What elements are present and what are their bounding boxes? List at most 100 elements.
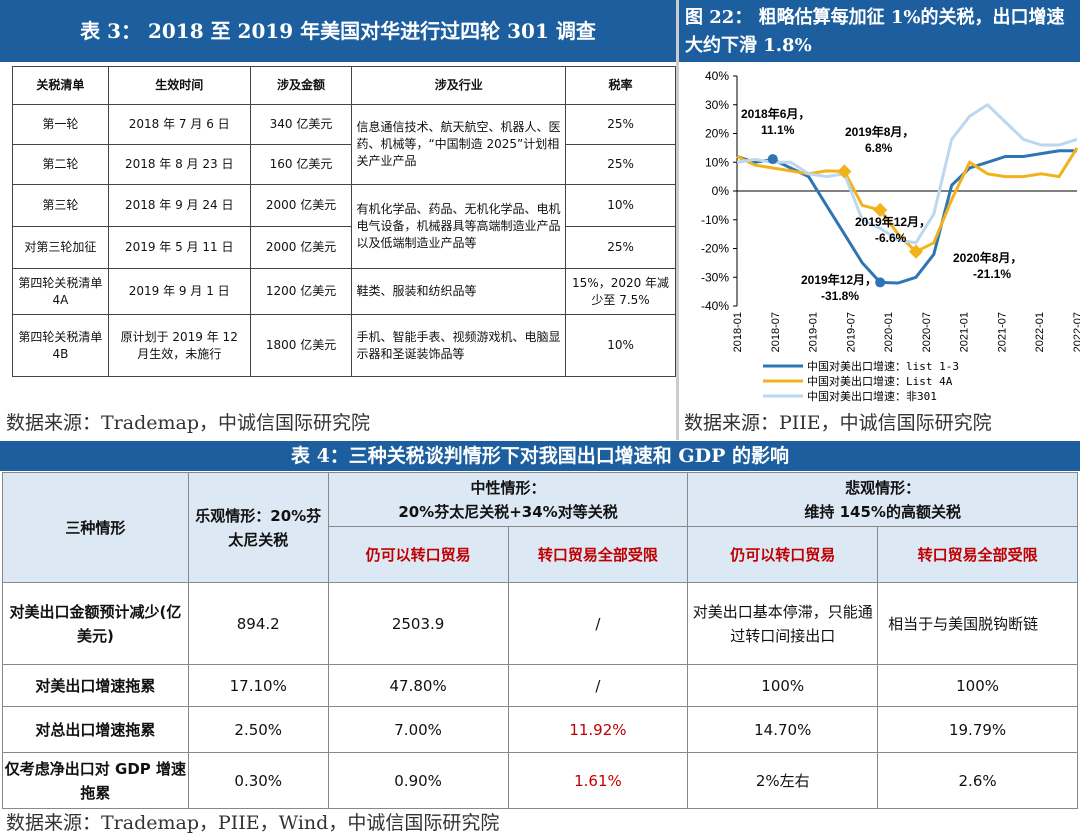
t4-cell: 0.30% — [187, 752, 329, 809]
t4-sub-header: 转口贸易全部受限 — [877, 526, 1078, 583]
t4-cell: 2.6% — [877, 752, 1078, 809]
x-tick-label: 2022-01 — [1034, 312, 1046, 352]
t3-cell: 2000 亿美元 — [249, 184, 353, 227]
y-tick-label: 20% — [705, 127, 729, 141]
t4-cell: 100% — [877, 664, 1078, 707]
t3-header: 涉及金额 — [249, 66, 353, 105]
t3-cell: 鞋类、服装和纺织品等 — [351, 268, 567, 315]
t3-cell: 2000 亿美元 — [249, 226, 353, 269]
y-tick-label: 0% — [712, 184, 730, 198]
t4-cell: / — [507, 582, 689, 665]
t3-cell: 10% — [565, 184, 676, 227]
t3-header: 关税清单 — [12, 66, 109, 105]
t4-cell: 2503.9 — [327, 582, 509, 665]
annotation: -6.6% — [875, 231, 907, 245]
x-tick-label: 2020-01 — [883, 312, 895, 352]
annotation: 2019年12月， — [801, 272, 877, 287]
data-point — [875, 277, 886, 288]
t3-cell: 15%，2020 年减少至 7.5% — [565, 268, 676, 315]
t4-cell: 894.2 — [187, 582, 329, 665]
t3-header: 税率 — [565, 66, 676, 105]
x-tick-label: 2019-07 — [845, 312, 857, 352]
x-tick-label: 2020-07 — [921, 312, 933, 352]
y-tick-label: 10% — [705, 155, 729, 169]
t4-cell: 1.61% — [507, 752, 689, 809]
annotation: 6.8% — [865, 141, 893, 155]
t4-row-label: 对总出口增速拖累 — [2, 706, 189, 753]
table4-title: 表 4：三种关税谈判情形下对我国出口增速和 GDP 的影响 — [0, 441, 1080, 471]
x-tick-label: 2018-01 — [732, 312, 744, 352]
y-tick-label: -20% — [701, 242, 729, 256]
x-tick-label: 2022-07 — [1072, 312, 1080, 352]
table3-title: 表 3： 2018 至 2019 年美国对华进行过四轮 301 调查 — [0, 0, 676, 62]
x-tick-label: 2021-01 — [959, 312, 971, 352]
data-point — [908, 244, 924, 259]
t3-cell: 第一轮 — [12, 104, 109, 145]
t3-cell: 1800 亿美元 — [249, 314, 353, 377]
table4: 三种情形 乐观情形：20%芬太尼关税 中性情形： 20%芬太尼关税+34%对等关税… — [2, 472, 1078, 809]
annotation: 11.1% — [761, 123, 795, 137]
t3-cell: 对第三轮加征 — [12, 226, 109, 269]
t3-cell: 340 亿美元 — [249, 104, 353, 145]
t4-cell: 相当于与美国脱钩断链 — [877, 582, 1078, 665]
data-point — [837, 164, 852, 179]
y-tick-label: 30% — [705, 98, 729, 112]
t4-cell: 47.80% — [327, 664, 509, 707]
t4-optimistic-header: 乐观情形：20%芬太尼关税 — [187, 472, 329, 583]
t4-cell: 7.00% — [327, 706, 509, 753]
t3-cell: 手机、智能手表、视频游戏机、电脑显示器和圣诞装饰品等 — [351, 314, 567, 377]
table3-source: 数据来源：Trademap，中诚信国际研究院 — [6, 412, 370, 434]
t3-cell: 1200 亿美元 — [249, 268, 353, 315]
t3-cell: 第四轮关税清单 4B — [12, 314, 109, 377]
t4-cell: 17.10% — [187, 664, 329, 707]
t3-cell: 有机化学品、药品、无机化学品、电机电气设备，机械器具等高端制造业产品以及低端制造… — [351, 184, 567, 269]
series-line — [736, 147, 1079, 254]
y-tick-label: -10% — [701, 213, 729, 227]
t4-scen-header: 三种情形 — [2, 472, 189, 583]
x-tick-label: 2021-07 — [996, 312, 1008, 352]
annotation: -31.8% — [821, 289, 859, 303]
t4-cell: 2%左右 — [687, 752, 879, 809]
t4-cell: 11.92% — [507, 706, 689, 753]
figure22-title: 图 22： 粗略估算每加征 1%的关税，出口增速大约下滑 1.8% — [679, 0, 1080, 62]
series-line — [736, 102, 1078, 245]
t4-cell: / — [507, 664, 689, 707]
t4-sub-header: 仍可以转口贸易 — [687, 526, 879, 583]
annotation: -21.1% — [973, 267, 1011, 281]
table3: 关税清单 生效时间 涉及金额 涉及行业 税率 第一轮 2018 年 7 月 6 … — [12, 66, 676, 377]
figure22-source: 数据来源：PIIE，中诚信国际研究院 — [684, 412, 992, 434]
t3-header: 涉及行业 — [351, 66, 567, 105]
annotation: 2019年8月， — [845, 124, 914, 139]
line-chart: 40% 30% 20% 10% 0% -10% -20% -30% -40% 2018-01 201… — [679, 62, 1080, 408]
t3-cell: 25% — [565, 226, 676, 269]
t4-sub-header: 转口贸易全部受限 — [507, 526, 689, 583]
t4-pessimistic-header: 悲观情形： 维持 145%的高额关税 — [687, 472, 1078, 527]
t3-header: 生效时间 — [107, 66, 251, 105]
t3-cell: 信息通信技术、航天航空、机器人、医药、机械等，“中国制造 2025”计划相关产业… — [351, 104, 567, 185]
t3-cell: 160 亿美元 — [249, 144, 353, 185]
y-tick-label: -40% — [701, 299, 729, 313]
t3-cell: 10% — [565, 314, 676, 377]
t3-cell: 2018 年 8 月 23 日 — [107, 144, 251, 185]
t4-row-label: 对美出口增速拖累 — [2, 664, 189, 707]
data-point — [873, 202, 888, 218]
t4-row-label: 对美出口金额预计减少(亿美元) — [2, 582, 189, 665]
t4-cell: 100% — [687, 664, 879, 707]
legend-entry: 中国对美出口增速：list 1-3 — [807, 359, 959, 373]
t3-cell: 第二轮 — [12, 144, 109, 185]
t4-cell: 2.50% — [187, 706, 329, 753]
t3-cell: 原计划于 2019 年 12 月生效，未施行 — [107, 314, 251, 377]
y-tick-label: 40% — [705, 69, 729, 83]
t4-row-label: 仅考虑净出口对 GDP 增速拖累 — [2, 752, 189, 809]
t3-cell: 25% — [565, 144, 676, 185]
legend-entry: 中国对美出口增速：List 4A — [807, 374, 953, 388]
annotation: 2018年6月， — [741, 106, 810, 121]
y-tick-label: -30% — [701, 270, 729, 284]
t4-cell: 19.79% — [877, 706, 1078, 753]
x-tick-label: 2019-01 — [808, 312, 820, 352]
t4-neutral-header: 中性情形： 20%芬太尼关税+34%对等关税 — [327, 472, 689, 527]
annotation: 2020年8月， — [953, 250, 1022, 265]
series-line — [736, 149, 1077, 285]
t3-cell: 2019 年 9 月 1 日 — [107, 268, 251, 315]
chart-svg: 40% 30% 20% 10% 0% -10% -20% -30% -40%2018-01 201… — [701, 69, 1080, 403]
